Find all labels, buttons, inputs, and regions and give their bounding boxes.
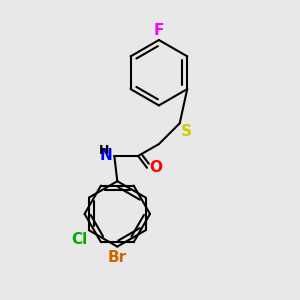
Text: S: S [181,124,192,139]
Text: Cl: Cl [71,232,88,247]
Text: Br: Br [108,250,127,265]
Text: N: N [99,148,112,164]
Text: H: H [99,144,109,158]
Text: O: O [149,160,162,175]
Text: F: F [154,23,164,38]
